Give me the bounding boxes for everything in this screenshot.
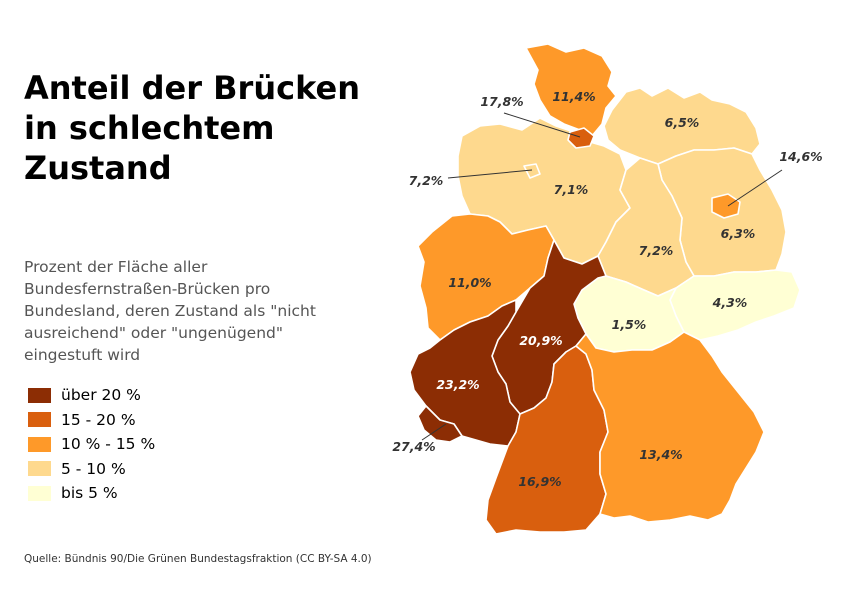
label-sachsen: 4,3% (712, 295, 748, 310)
legend-item: 15 - 20 % (28, 408, 155, 433)
label-berlin: 14,6% (779, 149, 822, 164)
region-nordrhein-westfalen (417, 213, 555, 341)
legend-label: 15 - 20 % (61, 410, 136, 429)
legend-swatch (28, 412, 51, 428)
page-title: Anteil der Brücken in schlechtem Zustand (24, 69, 360, 187)
label-sachsen-anhalt: 7,2% (639, 243, 674, 258)
label-hessen: 20,9% (519, 333, 562, 348)
label-nordrhein-westfalen: 11,0% (448, 275, 491, 290)
legend-item: 10 % - 15 % (28, 432, 155, 457)
region-bayern (575, 331, 765, 523)
legend-label: bis 5 % (61, 484, 118, 503)
legend-swatch (28, 387, 51, 403)
region-hamburg (567, 127, 595, 149)
label-bayern: 13,4% (639, 447, 682, 462)
source-note: Quelle: Bündnis 90/Die Grünen Bundestags… (24, 553, 372, 565)
region-saarland (417, 405, 463, 443)
legend-swatch (28, 436, 51, 452)
leader-line-saarland (421, 423, 447, 441)
label-rheinland-pfalz: 23,2% (436, 377, 479, 392)
label-saarland: 27,4% (392, 439, 435, 454)
region-bremen (523, 163, 541, 179)
legend-label: über 20 % (61, 386, 141, 405)
legend: über 20 % 15 - 20 % 10 % - 15 % 5 - 10 %… (28, 383, 155, 506)
region-schleswig-holstein (525, 43, 617, 137)
legend-item: 5 - 10 % (28, 457, 155, 482)
label-brandenburg: 6,3% (721, 226, 756, 241)
legend-item: bis 5 % (28, 481, 155, 506)
label-hamburg: 17,8% (480, 94, 523, 109)
leader-line-bremen (447, 169, 533, 179)
subtitle: Prozent der Fläche aller Bundesfernstraß… (24, 258, 316, 364)
region-berlin (711, 193, 741, 219)
legend-item: über 20 % (28, 383, 155, 408)
label-baden-wuerttemberg: 16,9% (518, 474, 561, 489)
label-thueringen: 1,5% (612, 317, 647, 332)
label-niedersachsen: 7,1% (554, 182, 589, 197)
legend-label: 10 % - 15 % (61, 435, 156, 454)
legend-swatch (28, 461, 51, 477)
leader-line-berlin (727, 169, 783, 207)
label-schleswig-holstein: 11,4% (552, 89, 595, 104)
label-bremen: 7,2% (409, 173, 444, 188)
legend-swatch (28, 485, 51, 501)
legend-label: 5 - 10 % (61, 459, 126, 478)
label-mecklenburg-vorpommern: 6,5% (665, 115, 700, 130)
leader-line-hamburg (503, 112, 581, 138)
